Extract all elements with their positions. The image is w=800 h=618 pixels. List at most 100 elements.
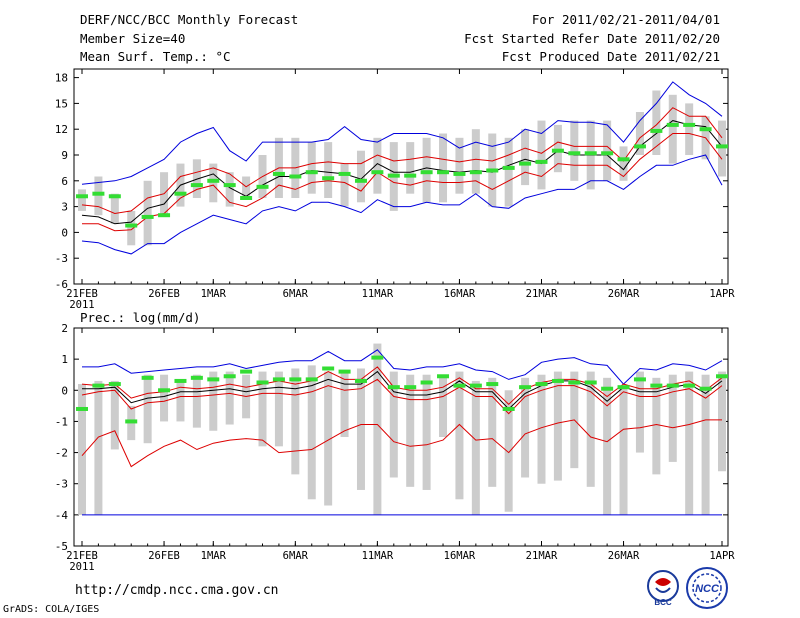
ncc-logo: NCC [686, 567, 728, 609]
precipitation-observed-marker [568, 380, 581, 385]
precipitation-spread-bar [258, 371, 267, 447]
temperature-spread-bar [619, 146, 628, 181]
precipitation-xtick-label: 21MAR [526, 550, 558, 562]
temperature-upper-line [81, 107, 723, 215]
precipitation-observed-marker [174, 378, 187, 383]
temperature-observed-marker [174, 191, 187, 196]
temperature-observed-marker [699, 127, 712, 132]
forecast-period: For 2011/02/21-2011/04/01 [531, 12, 720, 27]
temperature-frame [73, 68, 729, 285]
temperature-xtick-label: 21MAR [526, 288, 558, 300]
precipitation-spread-bar [192, 374, 201, 428]
variable-label: Mean Surf. Temp.: °C [80, 49, 231, 64]
precipitation-observed-marker [141, 375, 154, 380]
precipitation-spread-bar [586, 371, 595, 487]
temperature-observed-marker [502, 165, 515, 170]
precipitation-spread-bar [439, 374, 448, 437]
temperature-spread-bar [439, 133, 448, 203]
temperature-observed-marker [568, 151, 581, 156]
temperature-ytick-label: -6 [55, 278, 68, 291]
precipitation-observed-marker [519, 385, 532, 390]
temperature-ytick-label: 0 [61, 226, 68, 239]
temperature-ytick-label: 3 [61, 201, 68, 214]
temperature-observed-marker [404, 173, 417, 178]
temperature-min-line [81, 154, 723, 255]
temperature-observed-marker [108, 194, 121, 199]
precip-panel-label: Prec.: log(mm/d) [80, 310, 201, 325]
precipitation-ytick-label: -2 [55, 447, 68, 460]
precipitation-xtick-label: 16MAR [444, 550, 476, 562]
precipitation-spread-bar [635, 371, 644, 453]
temperature-spread-bar [504, 137, 513, 207]
temperature-observed-marker [437, 170, 450, 175]
temperature-ytick-label: -3 [55, 252, 68, 265]
precipitation-observed-marker [125, 419, 138, 424]
precipitation-observed-marker [469, 383, 482, 388]
precipitation-ytick-label: 1 [61, 353, 68, 366]
precipitation-observed-marker [76, 406, 88, 411]
temperature-spread-bar [422, 137, 431, 203]
precipitation-observed-marker [601, 386, 614, 391]
temperature-observed-marker [683, 122, 696, 127]
precipitation-spread-bar [110, 380, 119, 450]
precipitation-xtick-label: 26FEB [148, 550, 180, 562]
precipitation-observed-marker [256, 380, 269, 385]
precipitation-spread-bar [78, 384, 86, 515]
precipitation-ytick-label: -4 [55, 509, 69, 522]
temperature-observed-marker [387, 173, 400, 178]
temperature-ytick-label: 15 [55, 97, 68, 110]
temperature-xtick-label: 11MAR [362, 288, 394, 300]
website-url[interactable]: http://cmdp.ncc.cma.gov.cn [75, 583, 279, 598]
temperature-observed-marker [716, 144, 728, 149]
precipitation-spread-bar [291, 368, 300, 475]
temperature-observed-marker [650, 128, 663, 133]
temperature-max-line [81, 81, 723, 185]
temperature-spread-bar [570, 120, 579, 181]
temperature-observed-marker [617, 157, 630, 162]
precipitation-spread-bar [521, 377, 530, 478]
temperature-lower-line [82, 133, 723, 232]
temperature-observed-marker [486, 168, 499, 173]
temperature-spread-bar [652, 90, 661, 155]
precipitation-spread-bar [701, 374, 710, 515]
precipitation-observed-marker [404, 385, 417, 390]
precipitation-ytick-label: 2 [61, 322, 68, 335]
precipitation-observed-marker [158, 388, 171, 393]
temperature-spread-bar [537, 120, 546, 190]
temperature-observed-marker [256, 184, 269, 189]
temperature-observed-marker [633, 144, 646, 149]
precipitation-spread-bar [537, 374, 546, 484]
temperature-mean-line [81, 120, 723, 225]
precipitation-observed-marker [240, 369, 253, 374]
precipitation-spread-bar [160, 374, 169, 422]
precipitation-spread-bar [406, 374, 415, 487]
temperature-observed-marker [305, 170, 318, 175]
precipitation-observed-marker [190, 375, 203, 380]
temperature-observed-marker [76, 194, 88, 199]
precipitation-spread-bar [603, 377, 612, 515]
temperature-observed-marker [584, 151, 597, 156]
temperature-ytick-label: 9 [61, 149, 68, 162]
ncc-logo-text: NCC [695, 583, 720, 595]
precipitation-spread-bar [176, 380, 185, 422]
precipitation-ytick-label: -5 [55, 540, 68, 553]
temperature-spread-bar [603, 120, 612, 181]
grads-credit: GrADS: COLA/IGES [3, 604, 100, 615]
temperature-spread-bar [78, 189, 86, 211]
precipitation-observed-marker [305, 377, 318, 382]
precipitation-spread-bar [553, 371, 562, 481]
temperature-observed-marker [223, 183, 236, 188]
temperature-spread-bar [209, 163, 218, 203]
precipitation-observed-marker [289, 377, 302, 382]
temperature-observed-marker [158, 213, 171, 218]
precipitation-xtick-label: 1APR [709, 550, 735, 562]
temperature-spread-bar [94, 176, 103, 216]
temperature-xtick-label: 6MAR [283, 288, 309, 300]
temperature-spread-bar [406, 142, 415, 194]
temperature-observed-marker [371, 170, 384, 175]
precipitation-observed-marker [633, 377, 646, 382]
precipitation-xtick-label: 6MAR [283, 550, 309, 562]
precipitation-spread-bar [94, 380, 103, 515]
precipitation-observed-marker [699, 386, 712, 391]
temperature-spread-bar [340, 163, 349, 207]
